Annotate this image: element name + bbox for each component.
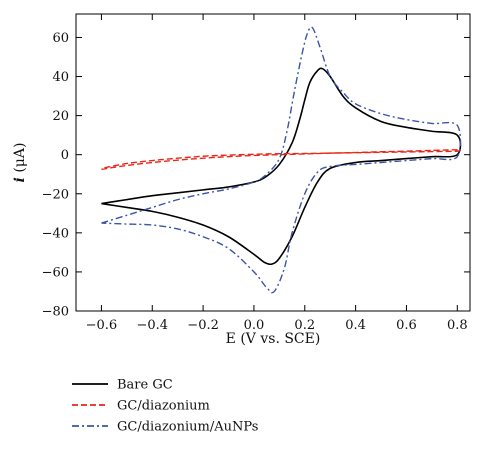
y-tick-label: −20 — [42, 187, 69, 202]
legend-label-2: GC/diazonium — [117, 399, 210, 414]
y-axis-label-unit: (μA) — [12, 143, 28, 178]
plot-frame — [75, 13, 471, 312]
y-axis-label-symbol: i — [12, 177, 28, 182]
y-tick-label: 60 — [52, 31, 69, 46]
x-axis-label: E (V vs. SCE) — [226, 331, 321, 347]
x-tick-label: 0.6 — [396, 318, 417, 333]
series-line-2 — [101, 149, 462, 171]
x-tick-label: 0.0 — [244, 318, 265, 333]
series-line-3 — [101, 26, 462, 294]
y-tick-label: −60 — [42, 265, 69, 280]
legend: Bare GC GC/diazonium GC/diazonium/AuNPs — [72, 378, 258, 435]
plot-area — [101, 26, 462, 294]
legend-label-1: Bare GC — [117, 378, 173, 393]
y-tick-label: −80 — [42, 305, 69, 320]
y-tick-label: −40 — [42, 226, 69, 241]
x-tick-label: −0.6 — [86, 318, 118, 333]
series-line-1 — [101, 67, 462, 266]
y-tick-label: 20 — [52, 109, 69, 124]
y-tick-label: 40 — [52, 70, 69, 85]
y-axis-label: i (μA) — [12, 143, 28, 183]
x-tick-label: 0.2 — [294, 318, 315, 333]
legend-label-3: GC/diazonium/AuNPs — [117, 420, 258, 435]
x-tick-label: −0.2 — [187, 318, 219, 333]
x-tick-label: −0.4 — [136, 318, 168, 333]
axis-ticks: −0.6 −0.4 −0.2 0.0 0.2 0.4 0.6 0.8 −80 −60 −40 −20 0… — [42, 14, 470, 333]
y-tick-label: 0 — [61, 148, 69, 163]
x-tick-label: 0.8 — [447, 318, 468, 333]
x-tick-label: 0.4 — [345, 318, 366, 333]
